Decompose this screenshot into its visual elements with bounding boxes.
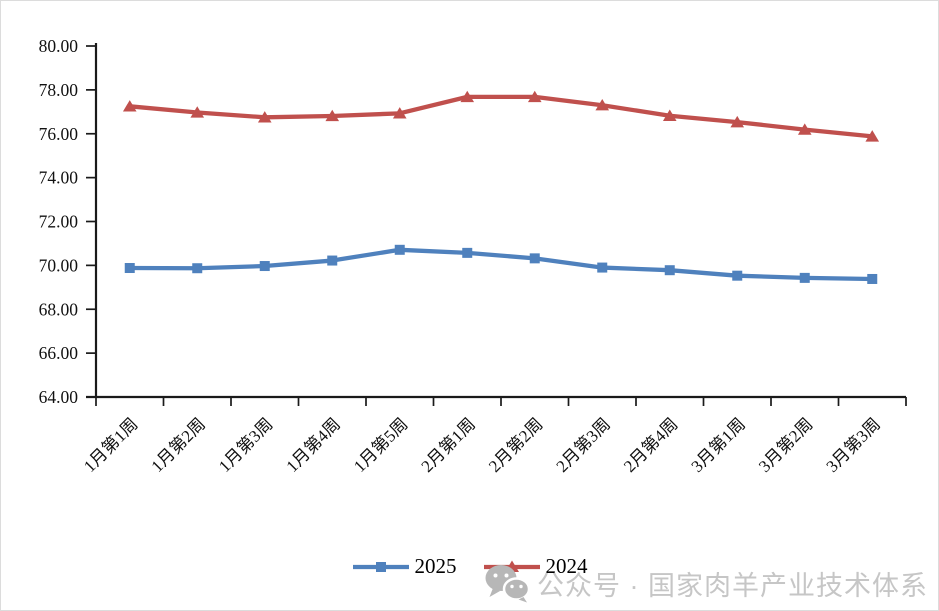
series-2025-marker [799,272,810,283]
legend-sample-2024 [483,560,540,572]
series-2024-marker [257,111,272,123]
series-2025-marker [327,255,338,266]
x-axis-label: 1月第3周 [215,414,277,476]
y-axis-tick-label: 68.00 [39,299,79,319]
series-2024-marker [662,109,677,121]
legend-square-marker [375,561,386,572]
x-axis-label: 3月第3周 [823,414,885,476]
legend-item-2024: 2024 [483,556,588,577]
series-2024-marker [797,123,812,135]
x-axis-label: 1月第4周 [283,414,345,476]
x-axis-label: 2月第1周 [418,414,480,476]
series-2025-marker [529,253,540,264]
y-axis-tick-label: 74.00 [39,168,79,188]
series-2025-marker [192,263,203,274]
x-axis-label: 1月第1周 [80,414,142,476]
series-2025-marker [867,273,878,284]
series-2025-marker [124,263,135,274]
y-axis-tick-label: 80.00 [39,36,79,56]
legend-label-2025: 2025 [414,554,457,578]
x-axis-label: 3月第2周 [755,414,817,476]
series-2025-marker [394,244,405,255]
series-2024-marker [122,100,137,112]
series-2024-marker [190,106,205,118]
series-2024-marker [595,99,610,111]
x-axis-label: 2月第4周 [620,414,682,476]
x-axis-label: 1月第2周 [148,414,210,476]
legend-sample-2025 [352,561,409,572]
x-axis-label: 2月第2周 [485,414,547,476]
series-2025-marker [462,247,473,258]
y-axis-tick-label: 78.00 [39,80,79,100]
series-2024-marker [325,109,340,122]
series-2025-line [129,247,873,282]
y-axis-tick-label: 72.00 [39,212,79,232]
y-axis-tick-label: 70.00 [39,255,79,275]
series-2024-marker [392,107,407,119]
legend-label-2024: 2024 [545,554,588,578]
series-2024-marker [460,90,475,103]
series-2024-marker [527,90,542,103]
legend: 2025 2024 [1,556,938,577]
series-2024-marker [730,115,745,128]
series-2025-marker [732,270,743,281]
series-2025-marker [259,261,270,272]
series-2025-marker [664,265,675,276]
series-2024-line [129,94,873,139]
price-line-chart: 64.00 66.00 68.00 70.00 72.00 74.00 76.00 78.00… [39,36,907,476]
x-axis-label: 3月第1周 [688,414,750,476]
y-axis-tick-label: 64.00 [39,387,79,407]
y-axis-tick-label: 76.00 [39,124,79,144]
series-2025-marker [597,262,608,273]
series-2024-marker [865,130,880,142]
y-axis-tick-label: 66.00 [39,343,79,363]
x-axis-label: 1月第5周 [350,414,412,476]
legend-item-2025: 2025 [352,556,457,577]
x-axis-label: 2月第3周 [553,414,615,476]
